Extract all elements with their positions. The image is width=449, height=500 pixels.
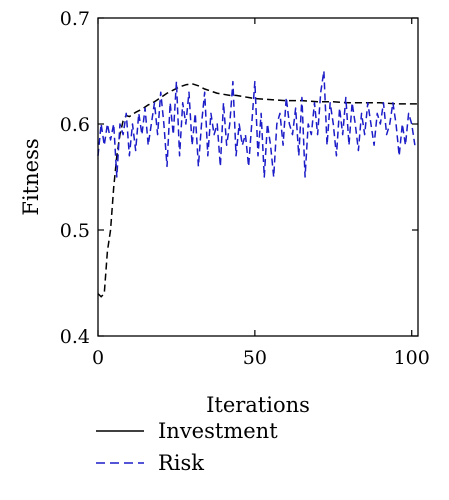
ticks-layer: 0 50 100 0.4 0.5 0.6 0.7 bbox=[60, 8, 430, 369]
legend-label-investment: Investment bbox=[158, 419, 278, 443]
y-axis-label: Fitness bbox=[19, 138, 43, 215]
x-axis-label: Iterations bbox=[206, 393, 310, 417]
legend: Investment Risk bbox=[96, 419, 278, 475]
series-layer bbox=[97, 70, 418, 298]
y-tick-label: 0.4 bbox=[60, 326, 90, 348]
legend-label-risk: Risk bbox=[158, 451, 204, 475]
x-tick-label: 50 bbox=[243, 347, 267, 369]
series-line-risk bbox=[97, 70, 416, 178]
plot-frame bbox=[97, 17, 419, 337]
x-tick-label: 0 bbox=[92, 347, 104, 369]
y-tick-label: 0.7 bbox=[60, 8, 90, 30]
x-tick-label: 100 bbox=[394, 347, 430, 369]
y-tick-label: 0.5 bbox=[60, 220, 90, 242]
y-tick-label: 0.6 bbox=[60, 114, 90, 136]
